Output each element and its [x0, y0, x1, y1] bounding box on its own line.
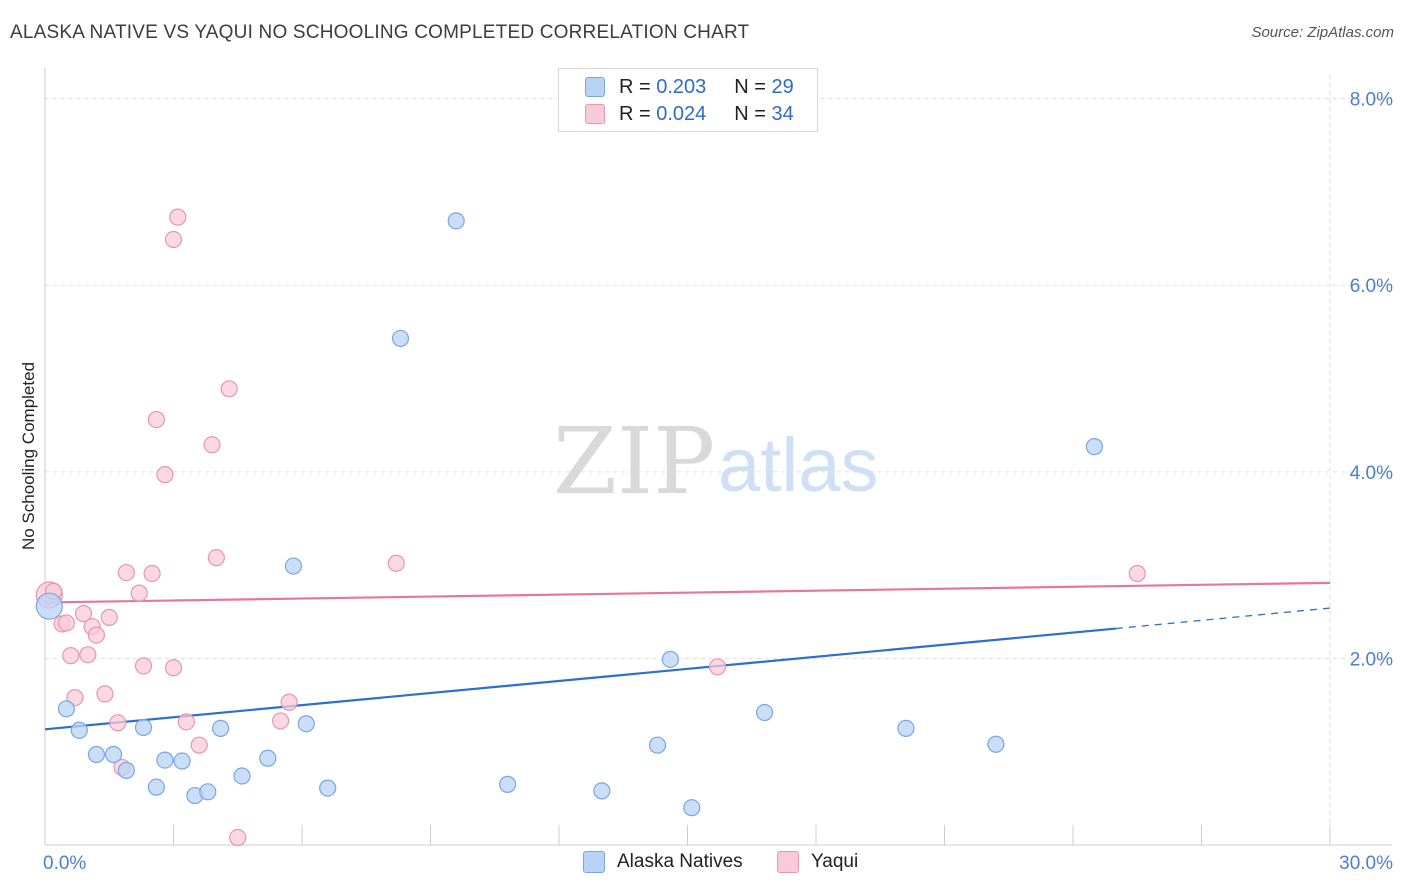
trend-lines	[44, 581, 1331, 731]
legend-swatch-alaska-natives	[585, 77, 605, 97]
data-point	[259, 749, 277, 767]
y-axis-title: No Schooling Completed	[19, 362, 38, 550]
trend-line	[44, 581, 1331, 604]
watermark: ZIP atlas	[553, 408, 879, 515]
bottom-legend-yaqui: Yaqui	[777, 851, 858, 873]
watermark-atlas: atlas	[718, 423, 879, 508]
data-points	[35, 208, 1146, 847]
data-point	[203, 436, 221, 454]
watermark-zip: ZIP	[553, 408, 715, 515]
bottom-legend-swatch-yaqui	[777, 851, 799, 873]
data-point	[109, 714, 127, 732]
data-point	[79, 646, 97, 664]
data-point	[661, 650, 679, 668]
data-point	[220, 380, 238, 398]
data-point	[233, 767, 251, 785]
data-point	[319, 779, 337, 797]
trend-line-extension	[1115, 607, 1331, 630]
axes	[44, 68, 1392, 846]
data-point	[708, 658, 727, 676]
data-point	[134, 718, 153, 737]
legend-row-yaqui: R = 0.024 N = 34	[585, 101, 794, 127]
data-point	[280, 693, 298, 711]
bottom-legend-alaska-natives: Alaska Natives	[583, 851, 743, 873]
data-point	[229, 828, 247, 847]
data-point	[104, 745, 123, 764]
legend-n-value: 34	[771, 102, 794, 125]
data-point	[212, 719, 230, 737]
data-point	[169, 208, 187, 226]
data-point	[164, 659, 183, 677]
bottom-legend-swatch-alaska-natives	[583, 851, 605, 873]
data-point	[648, 736, 667, 754]
y-tick-label: 2.0%	[1350, 649, 1393, 670]
data-point	[143, 564, 161, 583]
data-point	[199, 783, 217, 801]
data-point	[100, 608, 118, 626]
legend-r-value: 0.203	[656, 75, 707, 98]
data-point	[207, 549, 225, 567]
tick-labels: 2.0% 4.0% 6.0% 8.0% 0.0% 30.0%	[43, 90, 1393, 874]
data-point	[147, 410, 165, 429]
data-point	[1128, 564, 1146, 583]
trend-line	[44, 627, 1116, 731]
legend-n-label: N =	[734, 102, 766, 125]
legend-r-label: R =	[619, 75, 651, 98]
data-point	[156, 466, 174, 484]
data-point	[117, 761, 135, 779]
legend-r-value: 0.024	[656, 102, 707, 125]
data-point	[87, 626, 106, 644]
stats-legend: R = 0.203 N = 29 R = 0.024 N = 34	[558, 68, 818, 132]
y-tick-label: 4.0%	[1350, 463, 1393, 484]
data-point	[177, 713, 195, 731]
data-point	[156, 751, 174, 769]
source-label: Source: ZipAtlas.com	[1251, 24, 1394, 41]
legend-n-value: 29	[771, 75, 794, 98]
data-point	[683, 799, 701, 817]
data-point	[130, 584, 148, 602]
data-point	[391, 329, 410, 348]
data-point	[96, 685, 114, 703]
data-point	[1085, 438, 1104, 456]
data-point	[35, 592, 63, 620]
x-tick-label: 0.0%	[43, 853, 86, 874]
bottom-legend-label-yaqui: Yaqui	[811, 851, 859, 872]
data-point	[57, 700, 76, 718]
data-point	[164, 230, 183, 249]
y-tick-label: 6.0%	[1350, 276, 1393, 297]
data-point	[593, 782, 611, 800]
data-point	[87, 745, 106, 764]
data-point	[499, 775, 517, 793]
data-point	[134, 657, 153, 675]
data-point	[57, 614, 76, 632]
legend-n-label: N =	[734, 75, 766, 98]
data-point	[297, 715, 315, 733]
data-point	[447, 212, 465, 230]
data-point	[897, 719, 915, 737]
data-point	[190, 736, 208, 754]
chart-title: ALASKA NATIVE VS YAQUI NO SCHOOLING COMP…	[10, 22, 750, 43]
data-point	[74, 605, 93, 623]
data-point	[987, 735, 1005, 753]
x-tick-label: 30.0%	[1339, 853, 1393, 874]
data-point	[284, 557, 303, 575]
data-point	[117, 563, 135, 582]
data-point	[62, 647, 80, 665]
data-point	[755, 703, 774, 722]
legend-row-alaska-natives: R = 0.203 N = 29	[585, 74, 794, 100]
data-point	[70, 721, 88, 739]
data-point	[147, 778, 165, 796]
data-point	[271, 712, 290, 730]
legend-r-label: R =	[619, 102, 651, 125]
y-tick-label: 8.0%	[1350, 90, 1393, 111]
data-point	[173, 752, 191, 770]
data-point	[387, 554, 405, 572]
bottom-legend-label-alaska-natives: Alaska Natives	[617, 851, 743, 872]
legend-swatch-yaqui	[585, 104, 605, 124]
